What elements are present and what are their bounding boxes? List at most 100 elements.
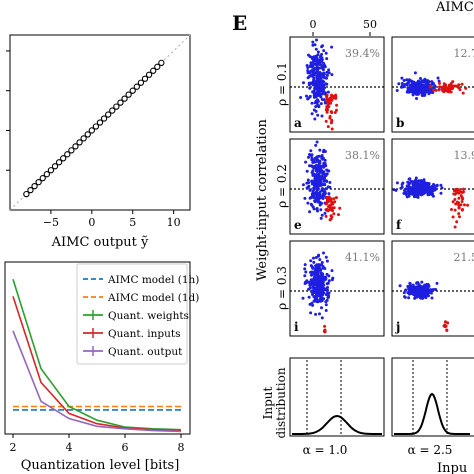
blue-point-2-1-229 <box>422 287 426 291</box>
blue-point-0-1-244 <box>425 83 429 87</box>
blue-point-2-0-125 <box>320 261 324 264</box>
panel-E: E AIMC 0 50 Weight-input correlation ρ =… <box>232 0 474 474</box>
blue-point-2-0-117 <box>310 290 314 294</box>
red-point-1-1-4 <box>451 215 455 219</box>
blue-point-1-0-205 <box>323 182 326 186</box>
blue-point-1-1-243 <box>423 188 427 192</box>
red-point-0-1-40 <box>448 88 452 92</box>
blue-point-2-1-252 <box>415 288 419 292</box>
blue-point-2-0-248 <box>322 297 326 301</box>
red-point-0-0-19 <box>335 108 338 112</box>
blue-point-2-1-249 <box>435 281 439 285</box>
blue-point-0-0-216 <box>318 79 322 83</box>
scatter-point-28 <box>137 79 145 86</box>
blue-point-0-0-132 <box>316 50 320 54</box>
dist-cell-1-frame <box>289 357 385 437</box>
cell-pct-1-0: 38.1% <box>345 149 380 162</box>
blue-point-0-1-223 <box>400 85 403 89</box>
legend-label-2: Quant. weights <box>108 310 189 322</box>
blue-point-2-1-257 <box>410 291 413 295</box>
blue-point-2-0-253 <box>315 289 319 293</box>
scatter-point-29 <box>141 75 149 82</box>
blue-point-0-0-160 <box>307 83 311 87</box>
quantization-x-ticks: 2 4 6 8 <box>10 434 185 454</box>
scatter-point-15 <box>84 131 91 138</box>
blue-point-0-0-188 <box>313 83 317 87</box>
blue-point-0-0-190 <box>319 85 323 89</box>
blue-point-1-1-251 <box>420 190 424 194</box>
blue-point-0-1-160 <box>395 89 399 92</box>
blue-point-2-0-2 <box>322 251 325 255</box>
blue-point-0-0-223 <box>330 73 334 77</box>
blue-point-2-0-10 <box>303 274 307 278</box>
scatter-point-30 <box>145 71 153 78</box>
blue-point-2-0-211 <box>311 272 315 276</box>
cell-letter-0-0: a <box>294 116 302 130</box>
blue-point-0-1-24 <box>402 79 406 82</box>
red-point-2-1-0 <box>446 321 450 325</box>
scatter-point-4 <box>39 175 46 182</box>
blue-point-0-0-224 <box>316 77 320 81</box>
cell-frame-2-1 <box>391 240 474 337</box>
scatter-point-21 <box>109 107 116 114</box>
blue-point-2-1-253 <box>417 293 420 297</box>
blue-point-2-0-150 <box>309 264 313 268</box>
red-point-1-1-26 <box>460 200 464 203</box>
cell-pct-2-0: 41.1% <box>345 251 380 264</box>
scatter-point-12 <box>72 143 79 150</box>
red-point-0-1-43 <box>445 86 449 90</box>
red-point-1-1-40 <box>461 208 464 211</box>
blue-point-1-1-146 <box>407 194 411 198</box>
red-point-1-1-43 <box>463 203 466 207</box>
blue-point-1-1-259 <box>417 185 421 189</box>
scatter-point-6 <box>47 167 55 174</box>
q-tick-label-0: 2 <box>10 441 17 454</box>
blue-point-2-0-153 <box>303 267 307 271</box>
red-point-0-0-3 <box>333 111 337 114</box>
blue-point-1-1-154 <box>395 181 399 185</box>
series-line-4 <box>12 330 182 433</box>
blue-point-1-1-254 <box>411 185 414 189</box>
blue-point-0-0-246 <box>312 62 316 66</box>
red-point-1-1-12 <box>453 208 457 212</box>
red-point-0-1-0 <box>464 86 468 90</box>
blue-point-0-1-10 <box>432 86 436 90</box>
blue-point-0-0-174 <box>316 85 320 89</box>
blue-point-1-1-229 <box>409 179 413 183</box>
blue-point-1-1-242 <box>431 192 435 196</box>
blue-point-1-0-209 <box>326 169 330 172</box>
blue-point-2-0-174 <box>325 298 329 302</box>
blue-point-1-0-254 <box>315 192 319 196</box>
red-point-0-1-5 <box>438 81 441 85</box>
red-point-1-1-44 <box>455 188 459 192</box>
blue-point-0-0-161 <box>319 56 322 59</box>
cell-letter-1-0: e <box>294 218 302 232</box>
red-point-0-0-44 <box>326 108 329 112</box>
blue-point-0-0-245 <box>316 92 320 96</box>
blue-point-1-0-203 <box>310 164 314 168</box>
blue-point-1-0-232 <box>322 161 326 165</box>
red-point-1-1-31 <box>451 200 455 204</box>
blue-point-2-1-240 <box>408 282 412 286</box>
red-point-0-0-22 <box>327 97 330 101</box>
blue-point-2-0-245 <box>312 277 316 280</box>
blue-point-2-0-172 <box>325 259 329 263</box>
blue-point-2-0-209 <box>317 253 321 257</box>
scatter-point-23 <box>117 99 124 106</box>
blue-point-1-1-201 <box>411 181 415 185</box>
blue-point-0-1-231 <box>411 93 415 97</box>
blue-point-0-1-113 <box>397 82 401 86</box>
blue-point-1-1-214 <box>416 195 420 199</box>
red-point-0-1-6 <box>461 91 465 95</box>
blue-point-1-1-245 <box>433 188 437 192</box>
red-point-0-0-25 <box>326 125 330 129</box>
blue-point-2-0-255 <box>330 269 334 273</box>
blue-point-1-0-73 <box>301 183 305 187</box>
blue-point-1-0-216 <box>310 171 314 174</box>
red-point-1-1-13 <box>450 208 453 211</box>
blue-point-1-1-248 <box>440 186 444 190</box>
blue-point-1-0-255 <box>317 154 321 158</box>
cell-letter-1-1: f <box>396 218 402 232</box>
blue-point-0-1-259 <box>419 87 423 91</box>
blue-point-2-1-102 <box>406 284 410 288</box>
